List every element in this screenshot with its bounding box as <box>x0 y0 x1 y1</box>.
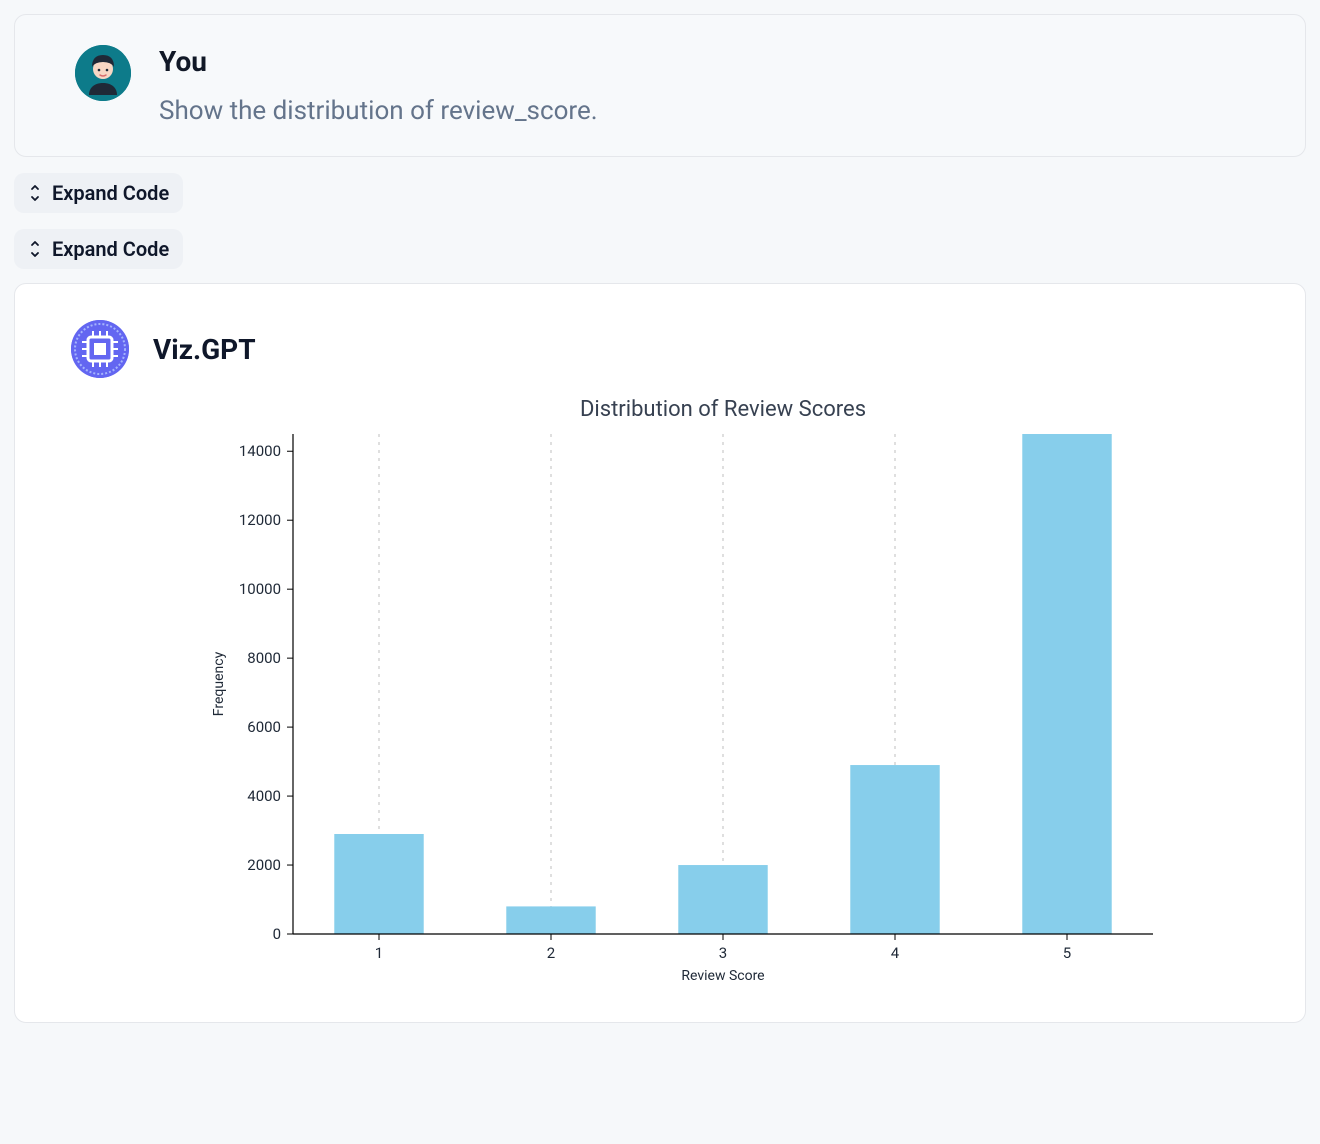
user-message-card: You Show the distribution of review_scor… <box>14 14 1306 157</box>
svg-text:2000: 2000 <box>247 856 281 874</box>
svg-text:4: 4 <box>891 944 900 962</box>
chart-container: Distribution of Review Scores 0 2000 4000 60… <box>153 386 1249 986</box>
user-avatar <box>75 45 131 101</box>
svg-text:10000: 10000 <box>239 580 281 598</box>
svg-text:14000: 14000 <box>239 442 281 460</box>
assistant-logo <box>71 320 129 378</box>
svg-text:Review Score: Review Score <box>681 968 764 984</box>
expand-code-toggle-2[interactable]: Expand Code <box>14 229 183 269</box>
svg-text:Frequency: Frequency <box>211 651 227 716</box>
assistant-name-label: Viz.GPT <box>153 333 256 366</box>
svg-text:1: 1 <box>375 944 383 962</box>
assistant-message-card: Viz.GPT Distribution of Review Scores 0 20… <box>14 283 1306 1023</box>
svg-text:8000: 8000 <box>247 649 281 667</box>
svg-text:12000: 12000 <box>239 511 281 529</box>
svg-text:4000: 4000 <box>247 787 281 805</box>
svg-text:0: 0 <box>273 925 281 943</box>
user-prompt-text: Show the distribution of review_score. <box>159 96 598 126</box>
svg-text:6000: 6000 <box>247 718 281 736</box>
expand-icon <box>28 184 42 202</box>
svg-text:Distribution of Review Scores: Distribution of Review Scores <box>580 397 866 422</box>
chip-icon <box>71 320 129 378</box>
expand-code-label: Expand Code <box>52 181 169 205</box>
expand-code-toggle-1[interactable]: Expand Code <box>14 173 183 213</box>
user-name-label: You <box>159 45 598 78</box>
expand-code-label: Expand Code <box>52 237 169 261</box>
expand-icon <box>28 240 42 258</box>
svg-text:5: 5 <box>1063 944 1071 962</box>
user-avatar-svg <box>75 45 131 101</box>
svg-text:3: 3 <box>719 944 727 962</box>
review-score-chart: Distribution of Review Scores 0 2000 4000 60… <box>153 386 1173 986</box>
svg-text:2: 2 <box>547 944 555 962</box>
